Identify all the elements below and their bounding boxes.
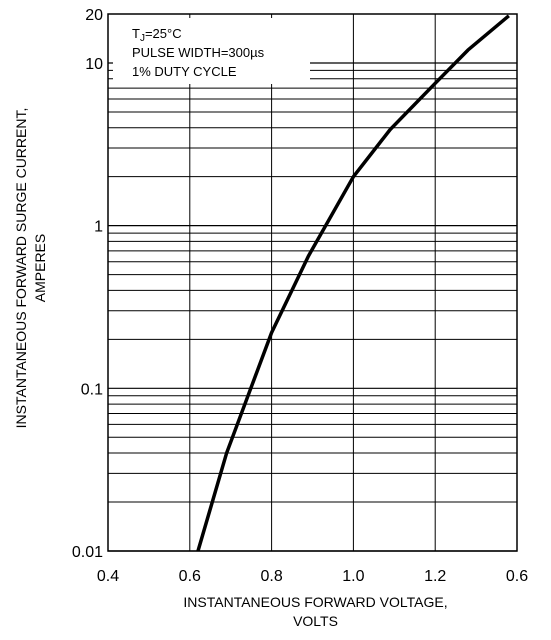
series-line xyxy=(196,14,510,552)
annotation-line: 1% DUTY CYCLE xyxy=(132,64,237,79)
annotation-line: PULSE WIDTH=300µs xyxy=(132,45,265,60)
annotation-text: J xyxy=(140,33,145,44)
x-tick-label: 0.6 xyxy=(179,568,201,585)
y-tick-label: 10 xyxy=(85,56,103,73)
y-axis-label: INSTANTANEOUS FORWARD SURGE CURRENT, xyxy=(13,108,29,429)
axis-labels: INSTANTANEOUS FORWARD VOLTAGE, VOLTS INSTA… xyxy=(13,108,448,629)
y-tick-label: 20 xyxy=(85,7,103,24)
annotation-line: TJ=25°C xyxy=(132,26,182,44)
x-tick-label: 0.4 xyxy=(97,568,119,585)
plot-border xyxy=(107,13,518,552)
x-tick-label: 0.8 xyxy=(260,568,282,585)
y-tick-label: 0.1 xyxy=(81,381,103,398)
x-axis-label: VOLTS xyxy=(293,613,338,629)
y-tick-labels: 0.01 0.1 1 10 20 xyxy=(72,7,103,561)
x-axis-label: INSTANTANEOUS FORWARD VOLTAGE, xyxy=(183,594,447,610)
y-tick-label: 0.01 xyxy=(72,544,103,561)
annotation-text: T xyxy=(132,26,140,41)
x-tick-label: 1.2 xyxy=(424,568,446,585)
annotation-text: 1% DUTY CYCLE xyxy=(132,64,237,79)
x-tick-labels: 0.4 0.6 0.8 1.0 1.2 0.6 xyxy=(97,568,528,585)
annotation-text: PULSE WIDTH=300µs xyxy=(132,45,265,60)
grid xyxy=(107,13,518,552)
x-tick-label: 0.6 xyxy=(506,568,528,585)
y-axis-label: AMPERES xyxy=(32,234,48,302)
series-group xyxy=(196,14,510,552)
annotation-background xyxy=(113,18,310,84)
x-tick-label: 1.0 xyxy=(342,568,364,585)
y-tick-label: 1 xyxy=(94,219,103,236)
annotation-text: =25°C xyxy=(145,26,182,41)
